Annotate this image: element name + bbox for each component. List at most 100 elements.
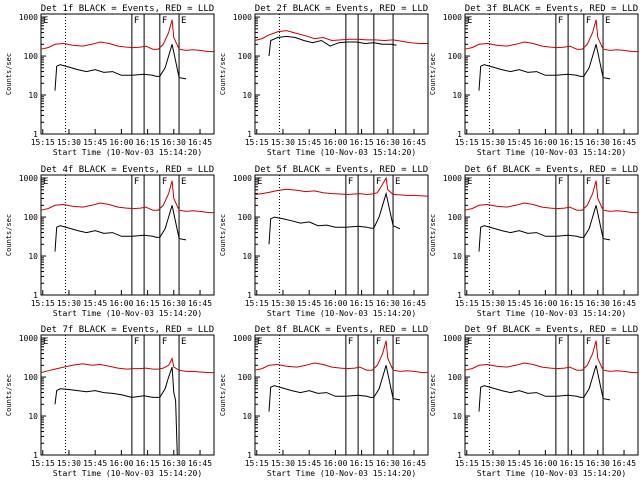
x-tick-label: 15:30: [57, 138, 81, 147]
chart-title: Det 5f BLACK = Events, RED = LLD: [255, 165, 428, 175]
plot-frame: [40, 334, 215, 456]
x-tick-label: 16:00: [323, 138, 347, 147]
chart-panel-4: Det 4f BLACK = Events, RED = LLD 1 10 100 10…: [5, 165, 215, 318]
y-tick-label: 1: [247, 451, 252, 460]
y-tick-label: 10: [452, 252, 462, 261]
chart-title: Det 4f BLACK = Events, RED = LLD: [41, 165, 214, 175]
x-tick-label: 16:00: [533, 138, 557, 147]
y-tick-label: 10: [28, 91, 38, 100]
x-tick-label: 16:15: [136, 299, 160, 308]
y-tick-label: 1: [33, 130, 38, 139]
x-tick-label: 16:30: [586, 299, 610, 308]
y-tick-label: 1: [457, 291, 462, 300]
chart-panel-2: Det 2f BLACK = Events, RED = LLD 1 10 100 10…: [219, 4, 429, 157]
x-axis-label: Start Time (10-Nov-03 15:14:20): [267, 309, 416, 318]
x-tick-label: 16:15: [560, 138, 584, 147]
plot-frame: [40, 13, 215, 135]
y-tick-label: 1000: [19, 174, 38, 183]
event-marker-label: F: [586, 337, 591, 347]
event-marker-label: E: [467, 16, 472, 26]
y-tick-label: 10: [452, 412, 462, 421]
event-marker-label: E: [467, 337, 472, 347]
series-events-line: [54, 205, 187, 252]
event-marker-label: E: [43, 16, 48, 26]
x-tick-label: 16:45: [402, 459, 426, 468]
chart-title: Det 9f BLACK = Events, RED = LLD: [465, 325, 638, 335]
x-tick-label: 16:00: [533, 459, 557, 468]
x-tick-label: 15:15: [31, 138, 55, 147]
event-marker-label: E: [257, 337, 262, 347]
y-tick-label: 1: [457, 130, 462, 139]
x-tick-label: 16:15: [136, 138, 160, 147]
x-tick-label: 16:30: [162, 299, 186, 308]
event-marker-label: E: [467, 177, 472, 187]
chart-panel-9: Det 9f BLACK = Events, RED = LLD 1 10 100 10…: [429, 325, 639, 478]
x-tick-label: 15:15: [455, 299, 479, 308]
x-tick-label: 16:15: [560, 299, 584, 308]
plot-frame: [40, 174, 215, 296]
plot-frame: [464, 13, 639, 135]
x-axis-label: Start Time (10-Nov-03 15:14:20): [53, 148, 202, 157]
y-tick-label: 10: [242, 252, 252, 261]
chart-title: Det 6f BLACK = Events, RED = LLD: [465, 165, 638, 175]
x-tick-label: 16:45: [402, 299, 426, 308]
event-marker-label: E: [181, 16, 186, 26]
event-marker-label: F: [162, 337, 167, 347]
y-tick-label: 100: [448, 213, 463, 222]
event-marker-label: E: [43, 177, 48, 187]
event-marker-label: E: [605, 337, 610, 347]
x-tick-label: 15:15: [31, 459, 55, 468]
x-tick-label: 15:30: [271, 138, 295, 147]
event-marker-label: E: [605, 177, 610, 187]
x-tick-label: 16:15: [350, 138, 374, 147]
event-marker-label: E: [181, 337, 186, 347]
series-events-line: [268, 191, 401, 245]
y-tick-label: 1000: [443, 13, 462, 22]
y-tick-label: 100: [24, 373, 39, 382]
x-tick-label: 16:45: [612, 459, 636, 468]
y-axis-label: Counts/sec: [5, 214, 13, 256]
y-axis-label: Counts/sec: [429, 214, 437, 256]
series-events-line: [54, 366, 178, 456]
event-marker-label: F: [558, 337, 563, 347]
y-tick-label: 100: [238, 52, 253, 61]
x-tick-label: 16:15: [560, 459, 584, 468]
x-tick-label: 16:30: [162, 459, 186, 468]
event-marker-label: E: [395, 337, 400, 347]
x-tick-label: 16:45: [612, 299, 636, 308]
x-tick-label: 15:45: [83, 138, 107, 147]
x-tick-label: 15:45: [297, 138, 321, 147]
series-lld-line: [254, 176, 429, 197]
series-lld-line: [464, 180, 638, 214]
y-axis-label: Counts/sec: [219, 53, 227, 95]
x-tick-label: 15:45: [83, 299, 107, 308]
event-marker-label: E: [395, 177, 400, 187]
series-events-line: [478, 365, 611, 412]
x-tick-label: 16:15: [136, 459, 160, 468]
event-marker-label: F: [348, 337, 353, 347]
y-tick-label: 1000: [443, 334, 462, 343]
series-lld-line: [464, 340, 638, 374]
x-tick-label: 16:00: [109, 459, 133, 468]
x-tick-label: 16:00: [109, 138, 133, 147]
chart-panel-5: Det 5f BLACK = Events, RED = LLD 1 10 100 10…: [219, 165, 429, 318]
event-marker-label: F: [348, 177, 353, 187]
y-tick-label: 10: [242, 91, 252, 100]
x-axis-label: Start Time (10-Nov-03 15:14:20): [477, 148, 626, 157]
x-tick-label: 15:30: [57, 299, 81, 308]
series-events-line: [268, 35, 397, 57]
series-lld-line: [40, 356, 214, 374]
y-tick-label: 10: [28, 252, 38, 261]
x-axis-label: Start Time (10-Nov-03 15:14:20): [53, 309, 202, 318]
x-tick-label: 15:15: [245, 459, 269, 468]
x-tick-label: 15:15: [245, 299, 269, 308]
x-tick-label: 15:45: [83, 459, 107, 468]
chart-title: Det 2f BLACK = Events, RED = LLD: [255, 4, 428, 14]
event-marker-label: E: [257, 177, 262, 187]
event-marker-label: F: [586, 16, 591, 26]
x-axis-label: Start Time (10-Nov-03 15:14:20): [477, 469, 626, 478]
x-tick-label: 16:00: [109, 299, 133, 308]
x-tick-label: 16:00: [533, 299, 557, 308]
chart-panel-1: Det 1f BLACK = Events, RED = LLD 1 10 100 10…: [5, 4, 215, 157]
